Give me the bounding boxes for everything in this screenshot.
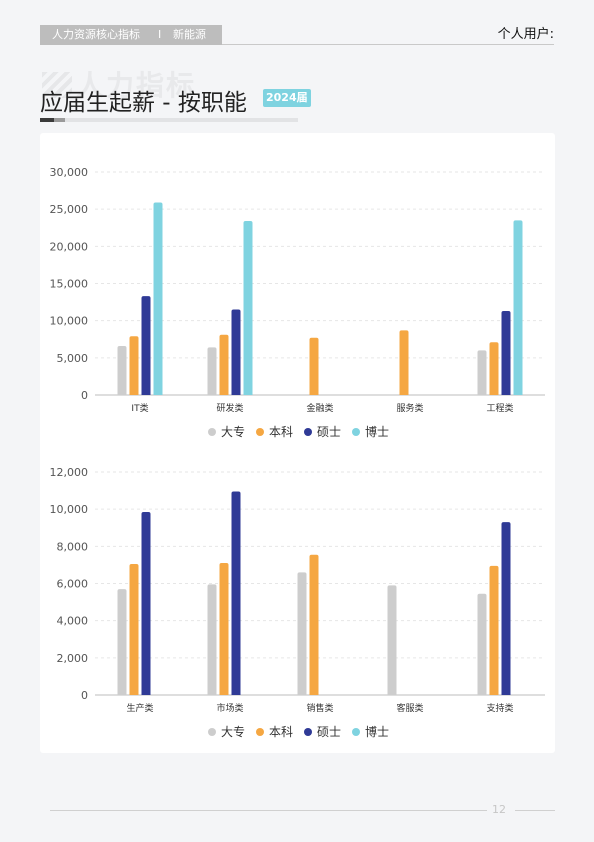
x-category-label: 市场类 [216,702,243,714]
header-section: 人力资源核心指标 [52,28,140,41]
watermark: 人力指标 [42,64,196,104]
title-underline-secondary [54,118,65,122]
bar [501,311,511,395]
legend-label: 本科 [269,425,293,439]
bar [387,585,397,695]
bar [231,491,241,695]
legend-marker [208,728,216,736]
y-tick-label: 2,000 [57,652,89,665]
legend-label: 大专 [221,724,245,739]
bar [117,589,127,695]
page-header: 人力资源核心指标 I 新能源 个人用户: [40,25,554,45]
legend-marker [256,428,264,436]
bar [243,221,253,395]
bar [399,330,409,395]
page-title: 应届生起薪 - 按职能 [40,90,247,116]
title-underline-accent [40,118,54,122]
x-category-label: 客服类 [396,702,423,714]
legend-marker [256,728,264,736]
year-badge: 2024届 [263,89,311,107]
x-category-label: 研发类 [216,402,243,414]
bar [309,554,319,695]
y-tick-label: 6,000 [57,578,89,591]
legend-label: 博士 [365,424,389,439]
bar [309,337,319,395]
legend-label: 硕士 [317,725,341,739]
legend-marker [352,728,360,736]
page-number: 12 [492,803,506,816]
header-rule [222,44,554,45]
y-tick-label: 12,000 [50,466,89,479]
legend-marker [304,428,312,436]
watermark-stripes-icon [42,72,72,98]
x-category-label: 金融类 [306,402,333,414]
x-category-label: 服务类 [396,402,423,414]
x-category-label: 支持类 [486,702,513,714]
legend-label: 博士 [365,724,389,739]
header-tag: 人力资源核心指标 I 新能源 [40,25,222,45]
watermark-text: 人力指标 [76,69,197,102]
salary-chart-1: 0 5,000 10,000 15,000 20,000 25,000 30,000 IT类 研… [50,166,545,439]
bar [219,334,229,395]
bar [501,522,511,695]
bar [129,563,139,695]
footer-rule-right [515,810,555,811]
bar [117,345,127,395]
bar [153,202,163,395]
bar [231,309,241,395]
bar [513,220,523,395]
y-tick-label: 8,000 [57,540,89,553]
y-tick-label: 0 [81,689,88,702]
bar [129,336,139,395]
bar [141,511,151,695]
chart-card: 0 5,000 10,000 15,000 20,000 25,000 30,000 IT类 研… [40,133,555,753]
bar [489,342,499,395]
legend-label: 硕士 [317,425,341,439]
bar [489,565,499,695]
y-tick-label: 10,000 [50,503,89,516]
legend-label: 大专 [221,424,245,439]
bar [141,296,151,395]
salary-chart-2: 0 2,000 4,000 6,000 8,000 10,000 12,000 生产类 市场类 销… [50,466,545,739]
y-tick-label: 30,000 [50,166,89,179]
bar [477,350,487,395]
y-tick-label: 10,000 [50,315,89,328]
legend-marker [304,728,312,736]
legend-marker [208,428,216,436]
legend-label: 本科 [269,725,293,739]
user-label: 个人用户: [497,27,554,42]
bar [219,563,229,695]
x-category-label: 销售类 [306,702,333,714]
bar [297,572,307,695]
x-category-label: 工程类 [486,402,513,414]
y-tick-label: 25,000 [50,203,89,216]
bar [477,593,487,695]
x-category-label: IT类 [131,402,148,414]
y-tick-label: 4,000 [57,615,89,628]
y-tick-label: 20,000 [50,240,89,253]
bar [207,584,217,695]
y-tick-label: 5,000 [57,352,89,365]
y-tick-label: 15,000 [50,278,89,291]
bar [207,347,217,395]
x-category-label: 生产类 [126,702,153,714]
footer-rule-left [50,810,487,811]
header-industry: 新能源 [173,28,206,41]
header-separator: I [158,28,162,41]
title-underline-track [40,118,298,122]
legend-marker [352,428,360,436]
y-tick-label: 0 [81,389,88,402]
